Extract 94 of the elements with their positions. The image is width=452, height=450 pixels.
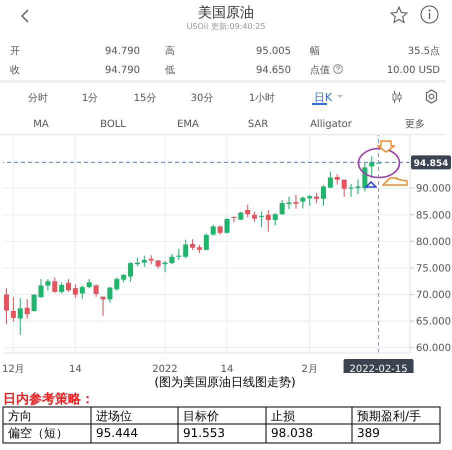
- text: 95.444: [96, 426, 138, 440]
- text: 更多: [405, 118, 425, 130]
- x-tick-label: 14: [220, 364, 234, 375]
- candlestick: [342, 179, 347, 198]
- candlestick: [24, 298, 30, 319]
- candlestick: [334, 174, 340, 185]
- text: 94.790: [105, 65, 140, 76]
- y-tick-label: 90.000: [416, 184, 451, 195]
- candlestick: [162, 260, 168, 273]
- text: SAR: [248, 119, 268, 130]
- x-tick-label: 2022-02-15: [349, 364, 408, 375]
- candlestick: [245, 204, 250, 218]
- candlestick: [169, 254, 174, 265]
- ref-line-label: 94.854: [414, 158, 448, 169]
- x-tick-label: 2月: [301, 364, 318, 375]
- candlestick: [348, 183, 354, 198]
- text: Alligator: [310, 119, 353, 130]
- candlestick: [210, 224, 216, 236]
- candlestick: [107, 286, 112, 303]
- candlestick: [272, 212, 278, 226]
- candlestick: [18, 298, 23, 336]
- candlestick: [66, 278, 72, 292]
- text: 进场位: [96, 409, 132, 423]
- candlestick: [59, 282, 64, 294]
- candlestick: [32, 294, 37, 312]
- candlestick: [45, 278, 50, 291]
- candlestick: [94, 284, 99, 298]
- text: 高: [165, 45, 175, 57]
- text: 开: [10, 46, 20, 57]
- text: (图为美国原油日线图走势): [154, 375, 296, 389]
- y-tick-label: 75.000: [416, 263, 451, 274]
- candlestick: [142, 255, 147, 268]
- text: 389: [357, 426, 380, 440]
- candlestick: [190, 238, 196, 250]
- text: 91.553: [183, 426, 225, 440]
- text: 94.650: [256, 65, 291, 76]
- text: 10.00 USD: [386, 65, 440, 76]
- text: 1分: [82, 92, 98, 104]
- candlestick: [266, 209, 271, 232]
- y-tick-label: 85.000: [416, 210, 451, 222]
- text: 幅: [310, 45, 320, 57]
- y-tick-label: 65.000: [416, 316, 451, 328]
- x-tick-label: 14: [68, 364, 82, 375]
- text: 点值: [310, 64, 330, 76]
- text: 1小时: [248, 92, 276, 104]
- candlestick: [218, 224, 223, 235]
- text: MA: [33, 119, 49, 130]
- text: BOLL: [100, 119, 126, 130]
- text: 低: [165, 65, 175, 76]
- text: 98.038: [271, 426, 313, 440]
- candlestick: [72, 284, 78, 298]
- candlestick: [86, 278, 92, 289]
- candlestick: [314, 192, 320, 204]
- candlestick: [280, 199, 285, 216]
- text: 94.790: [105, 46, 140, 57]
- text: 目标价: [183, 409, 219, 423]
- text: 15分: [134, 92, 156, 104]
- candlestick: [128, 262, 134, 282]
- x-tick-label: 12月: [2, 364, 25, 375]
- candlestick: [100, 296, 106, 316]
- text: 日K: [314, 91, 333, 104]
- candlestick: [224, 218, 230, 234]
- candlestick: [320, 184, 326, 206]
- text: 方向: [8, 409, 32, 423]
- candlestick: [286, 196, 292, 210]
- candlestick: [4, 288, 9, 325]
- y-tick-label: 70.000: [416, 290, 451, 302]
- candlestick: [252, 211, 258, 222]
- text: 偏空（短）: [8, 426, 68, 440]
- y-tick-label: 80.000: [416, 236, 451, 248]
- candlestick: [328, 171, 333, 189]
- y-tick-label: 60.000: [416, 343, 451, 354]
- text: 止损: [271, 409, 295, 423]
- candlestick: [369, 156, 374, 179]
- candlestick: [258, 211, 264, 228]
- chart-subtitle: USOil 更新:09:40:25: [186, 21, 266, 32]
- text: 日内参考策略：: [3, 391, 94, 407]
- candlestick: [355, 179, 360, 195]
- text: 收: [10, 65, 20, 76]
- text: 95.005: [256, 46, 291, 57]
- candlestick: [204, 232, 209, 251]
- candlestick: [148, 254, 154, 265]
- candlestick: [80, 284, 85, 300]
- text: EMA: [177, 119, 200, 130]
- text: 35.5点: [408, 45, 440, 57]
- candlestick: [38, 278, 44, 298]
- candlestick: [293, 194, 298, 209]
- text: 预期盈利/手: [357, 409, 422, 423]
- x-tick-label: 2022: [152, 364, 178, 375]
- chart-title: 美国原油: [197, 4, 255, 22]
- candlestick: [52, 277, 58, 294]
- text: 30分: [190, 92, 214, 104]
- text: 分时: [28, 92, 48, 104]
- candlestick: [10, 296, 16, 322]
